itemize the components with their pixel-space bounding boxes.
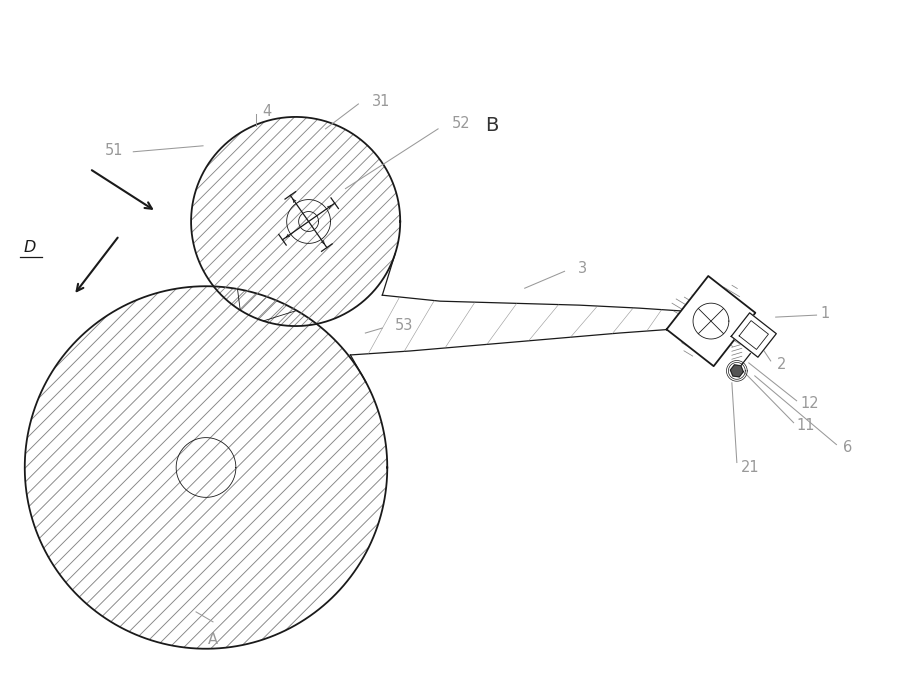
Text: 4: 4 xyxy=(262,104,272,120)
Text: 3: 3 xyxy=(577,261,587,276)
Text: A: A xyxy=(208,632,218,647)
Text: 1: 1 xyxy=(821,305,830,320)
Text: 51: 51 xyxy=(104,143,123,158)
Text: 31: 31 xyxy=(372,94,390,109)
Text: D: D xyxy=(24,240,36,255)
Polygon shape xyxy=(730,365,744,377)
Text: 52: 52 xyxy=(452,116,470,131)
Text: 12: 12 xyxy=(801,396,819,411)
Text: 21: 21 xyxy=(741,460,759,475)
Text: B: B xyxy=(485,116,498,135)
Text: 2: 2 xyxy=(776,357,786,372)
Polygon shape xyxy=(666,276,755,366)
Polygon shape xyxy=(693,303,729,339)
Text: 53: 53 xyxy=(395,318,414,333)
Text: 11: 11 xyxy=(796,418,815,433)
Text: 6: 6 xyxy=(844,440,853,455)
Polygon shape xyxy=(731,313,776,357)
